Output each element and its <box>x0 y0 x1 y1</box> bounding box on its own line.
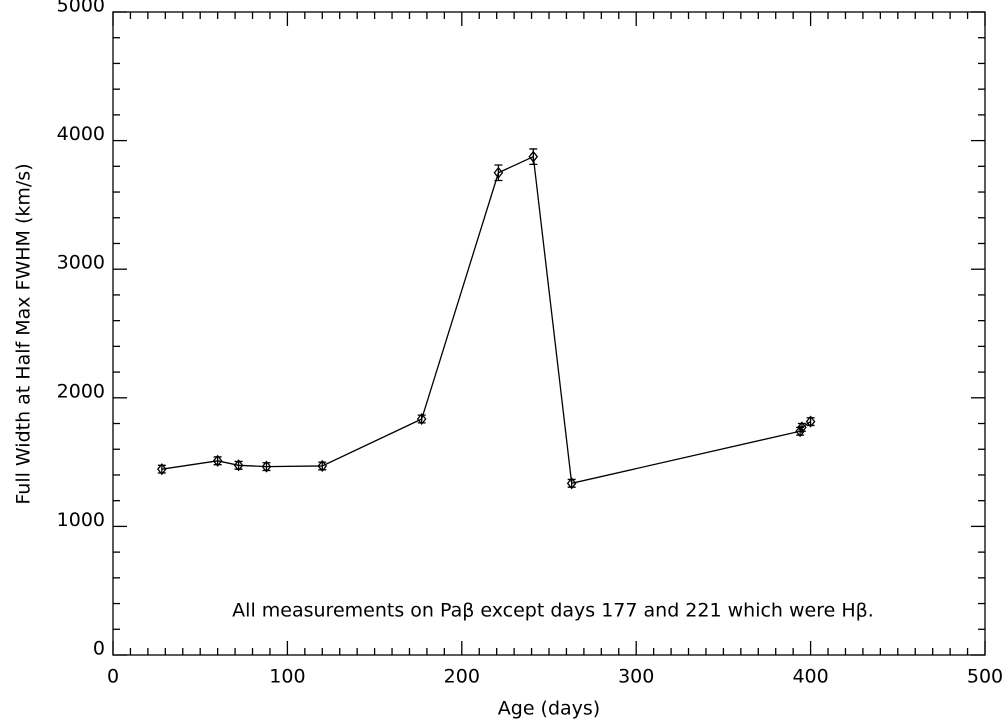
y-tick-label: 1000 <box>57 509 105 531</box>
error-bar <box>318 461 327 471</box>
annotation: All measurements on Paβ except days 177 … <box>232 600 874 622</box>
x-tick-label: 0 <box>107 666 119 688</box>
x-tick-label: 300 <box>618 666 654 688</box>
data-point <box>416 412 427 426</box>
data-line <box>161 155 811 485</box>
error-bar <box>157 464 166 474</box>
data-point <box>317 459 328 472</box>
plot-frame <box>112 11 986 656</box>
x-axis-label: Age (days) <box>498 698 600 720</box>
data-point <box>805 415 816 428</box>
data-point <box>212 454 223 467</box>
data-point <box>566 477 577 490</box>
x-tick-label: 500 <box>967 666 1003 688</box>
y-tick-label: 0 <box>93 638 105 660</box>
error-bar <box>417 414 426 424</box>
y-tick-label: 5000 <box>57 0 105 17</box>
error-bar <box>806 417 815 427</box>
data-point <box>528 150 539 163</box>
x-tick-label: 400 <box>792 666 828 688</box>
x-tick-label: 200 <box>444 666 480 688</box>
data-point <box>493 166 504 179</box>
error-bar <box>213 456 222 466</box>
y-tick-label: 3000 <box>57 252 105 274</box>
data-point <box>261 460 272 473</box>
error-bar <box>567 478 576 488</box>
data-point <box>233 459 244 472</box>
error-bar <box>234 460 243 470</box>
x-tick-label: 100 <box>269 666 305 688</box>
data-point <box>795 425 805 438</box>
data-point <box>156 463 167 476</box>
y-tick-label: 4000 <box>57 123 105 145</box>
y-axis-label: Full Width at Half Max FWHM (km/s) <box>13 163 35 504</box>
error-bar <box>262 462 271 472</box>
y-tick-label: 2000 <box>57 380 105 402</box>
error-bar <box>797 422 806 432</box>
data-point <box>797 421 807 434</box>
